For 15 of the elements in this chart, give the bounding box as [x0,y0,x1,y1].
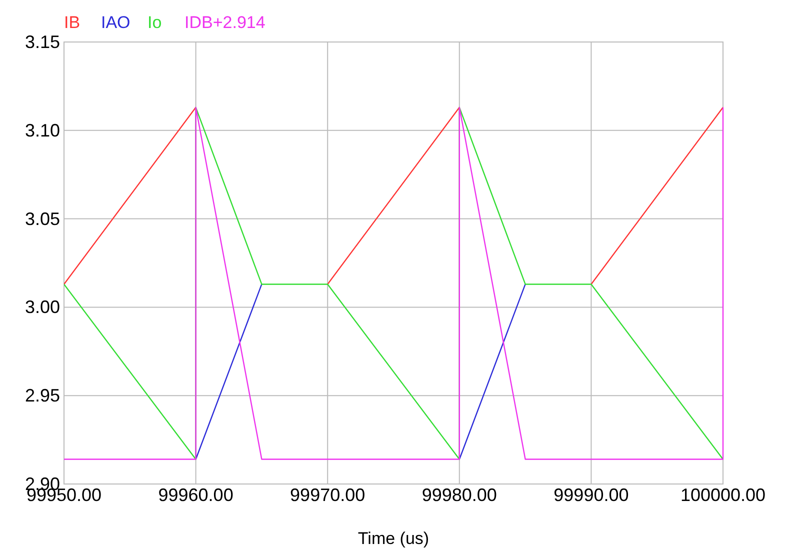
x-tick-label: 99990.00 [554,485,629,505]
text: IAO [101,13,130,32]
text: Io [148,13,162,32]
x-tick-label: 99980.00 [422,485,497,505]
y-tick-label: 3.00 [24,297,60,318]
x-tick-label: 100000.00 [680,485,766,505]
y-tick-label: 3.15 [24,32,60,52]
y-tick-label: 2.95 [24,386,60,406]
x-tick-label: 99970.00 [290,485,366,505]
y-tick-label: 3.05 [24,208,60,229]
x-tick-label: 99960.00 [158,485,234,505]
x-axis-title: Time (us) [358,529,430,548]
y-tick-label: 3.10 [24,120,60,140]
text: IDB+2.914 [184,13,266,32]
text: IB [64,13,80,32]
